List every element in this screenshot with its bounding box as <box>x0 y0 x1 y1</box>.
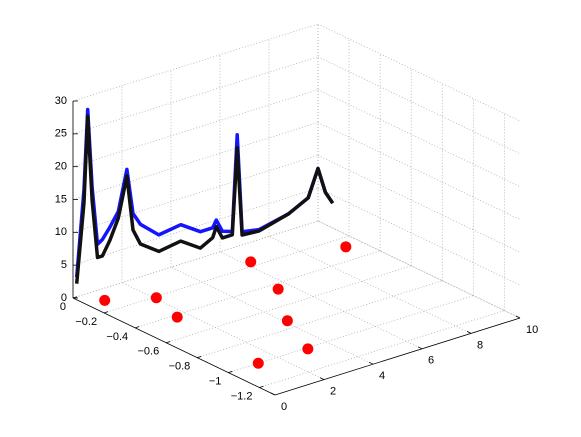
x-tick-label: 10 <box>526 324 538 336</box>
pole-point <box>245 256 257 268</box>
grid-line <box>317 89 521 188</box>
x-tick <box>319 377 325 380</box>
grid-line <box>72 56 319 135</box>
y-tick <box>228 370 233 373</box>
x-tick <box>270 392 276 396</box>
grid-line <box>317 122 521 220</box>
grid-line <box>72 122 319 200</box>
pole-point <box>272 283 284 295</box>
y-tick <box>197 356 202 359</box>
z-tick-label: 5 <box>61 259 67 271</box>
y-tick <box>103 311 109 314</box>
grid-line <box>166 265 412 344</box>
x-tick <box>466 331 472 334</box>
grid-line <box>259 310 505 388</box>
grid-line <box>219 251 423 350</box>
y-axis <box>72 297 276 396</box>
pole-point <box>340 241 352 253</box>
x-tick <box>417 346 423 350</box>
pole-point <box>171 311 183 323</box>
series-line <box>74 107 335 278</box>
y-tick <box>72 296 78 299</box>
y-tick-label: −1 <box>209 376 222 388</box>
series-line <box>74 114 335 284</box>
pole-point <box>99 294 111 306</box>
y-tick <box>135 326 140 329</box>
y-tick-label: −0.6 <box>138 346 160 358</box>
grid-line <box>317 187 521 286</box>
y-tick-label: −0.4 <box>106 331 128 343</box>
grid-line <box>72 23 319 102</box>
grid-line <box>72 154 319 233</box>
grid-line <box>72 220 319 299</box>
x-tick-label: 8 <box>477 339 483 351</box>
pole-point <box>252 357 264 369</box>
y-tick <box>259 385 264 388</box>
z-tick-label: 0 <box>61 292 67 304</box>
y-tick <box>166 341 171 344</box>
grid-line <box>268 236 472 334</box>
z-tick-label: 30 <box>55 95 67 107</box>
x-tick-label: 2 <box>330 386 336 398</box>
grid-line <box>317 154 521 253</box>
x-axis <box>274 317 521 396</box>
grid-line <box>72 89 319 168</box>
z-tick-label: 15 <box>55 193 67 205</box>
y-tick-label: 0 <box>60 301 66 313</box>
y-tick-label: −1.2 <box>231 390 253 402</box>
grid-line <box>170 266 374 365</box>
grid-line <box>317 56 521 155</box>
grid-line <box>103 235 350 314</box>
z-tick-label: 20 <box>55 161 67 173</box>
pole-point <box>302 343 314 355</box>
x-tick-label: 0 <box>281 401 287 413</box>
y-tick-label: −0.2 <box>75 316 97 328</box>
z-tick-label: 10 <box>55 226 67 238</box>
x-tick <box>515 315 521 319</box>
grid-line <box>317 220 521 319</box>
grid-line <box>317 220 521 319</box>
pole-point <box>150 292 162 304</box>
x-tick-label: 4 <box>379 370 385 382</box>
x-tick-label: 6 <box>428 355 434 367</box>
grid-line <box>72 187 319 266</box>
grid-line <box>228 295 474 373</box>
z-tick-label: 25 <box>55 128 67 140</box>
x-tick <box>368 361 374 365</box>
y-tick-label: −0.8 <box>169 361 191 373</box>
grid-line <box>317 23 521 122</box>
pole-point <box>281 315 293 327</box>
grid-line <box>197 280 443 359</box>
